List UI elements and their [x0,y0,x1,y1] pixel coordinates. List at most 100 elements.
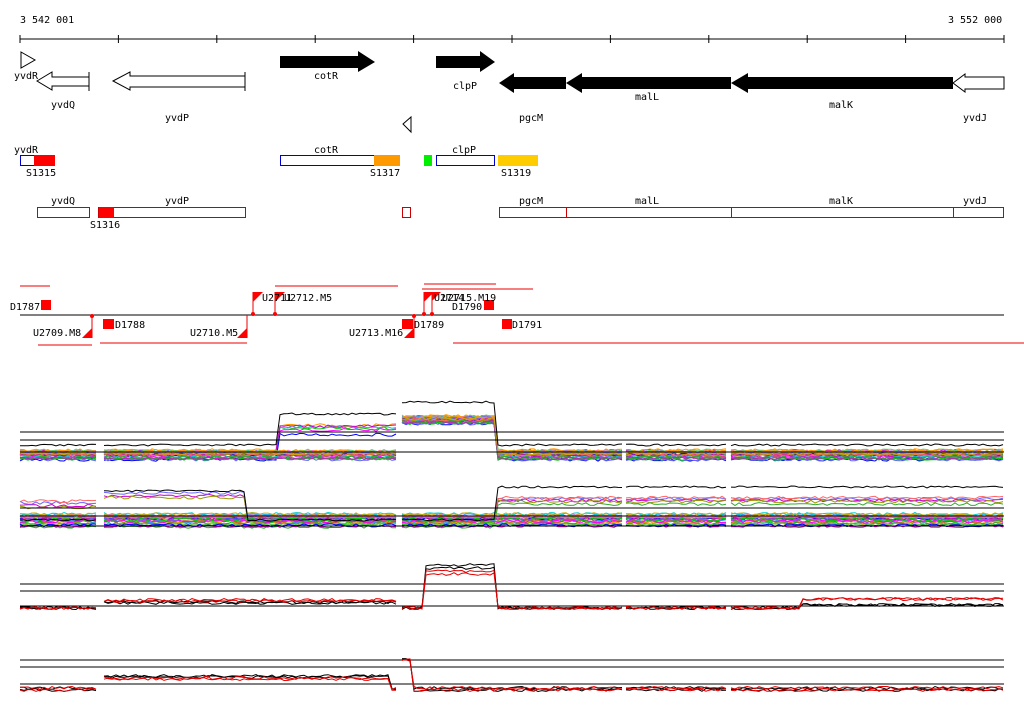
expression-profile [19,415,1004,454]
transcript-label-U2709: U2709.M8 [33,328,81,339]
expression-profile [19,512,1004,517]
box-pgcM[interactable] [499,207,567,218]
feature-label-S1317: S1317 [370,168,400,179]
expression-profile [19,417,1004,457]
box-label-pgcM: pgcM [519,196,543,207]
transcript-label-U2715: U2715.M19 [442,293,496,304]
box-yvdP[interactable] [98,207,246,218]
gene-label-malK: malK [829,100,853,111]
expression-profile [19,414,1004,453]
forward-annotation-track: yvdR cotR clpP S1315 S1317 S1319 [14,145,538,179]
transcript-label-U2714: U2714 [434,293,464,304]
expression-profile [19,658,1004,693]
gene-arrow-yvdR[interactable] [20,51,37,69]
expression-profile [19,659,1004,691]
expression-profile [19,415,1004,455]
expression-profile [19,414,1004,454]
gene-track: cotR clpP yvdR yvdQ yvdP pgcM malL malK … [14,51,1005,134]
gene-arrow-yvdQ[interactable] [36,71,90,91]
gene-arrow-pgcM[interactable] [499,73,566,93]
marker-U2712[interactable] [275,292,285,302]
gene-label-yvdP: yvdP [165,113,189,124]
start-coordinate: 3 542 001 [20,15,74,26]
gene-label-clpP: clpP [453,81,477,92]
gene-arrow-malL[interactable] [566,73,731,93]
gene-label-yvdJ: yvdJ [963,113,987,124]
expression-profile [20,485,1004,522]
coordinate-ruler: 3 542 001 3 552 000 [19,15,1005,43]
marker-U2711[interactable] [253,292,263,302]
marker-D1791[interactable] [502,319,512,329]
feature-label-S1319: S1319 [501,168,531,179]
gene-label-pgcM: pgcM [519,113,543,124]
marker-D1787[interactable] [41,300,51,310]
expression-profile [19,416,1004,455]
expression-panel-4 [19,658,1004,693]
gene-label-yvdR: yvdR [14,71,39,82]
marker-U2709[interactable] [82,328,92,338]
transcript-label-D1790: D1790 [452,302,482,313]
feature-label-S1315: S1315 [26,168,56,179]
marker-U2710[interactable] [237,328,247,338]
gene-arrow-clpP[interactable] [436,51,495,72]
ruler-ticks [19,35,1005,43]
feature-S1317[interactable] [374,155,400,166]
gene-arrow-yvdJ[interactable] [952,73,1005,93]
transcript-label-U2712: U2712.M5 [284,293,332,304]
box-label-yvdP: yvdP [165,196,189,207]
transcript-track: D1787 U2711 U2712.M5 U2714 U2715.M19 D17… [10,283,1024,346]
expression-profile [20,519,1004,524]
gene-arrow-cotR[interactable] [280,51,375,72]
feature-S1319[interactable] [498,155,538,166]
expression-profile [19,414,1004,453]
marker-U2714[interactable] [424,292,434,302]
small-reverse-marker [402,115,412,134]
transcript-label-D1789: D1789 [414,320,444,331]
reverse-annotation-track: yvdQ yvdP pgcM malL malK yvdJ S1316 [37,196,1004,231]
gene-label-malL: malL [635,92,659,103]
gene-arrow-yvdP[interactable] [111,71,246,91]
expression-profile [19,420,1004,461]
box-malL[interactable] [566,207,732,218]
marker-D1788[interactable] [103,319,114,329]
feature-S1316[interactable] [99,207,114,218]
transcript-label-U2711: U2711 [262,293,292,304]
transcript-label-D1788: D1788 [115,320,145,331]
marker-D1789[interactable] [402,319,413,329]
box-label-yvdQ: yvdQ [51,196,75,207]
expression-profile [19,566,1004,611]
expression-profile [19,572,1004,610]
gene-label-yvdQ: yvdQ [51,100,75,111]
box-clpP[interactable] [436,155,495,166]
expression-profile [19,400,1004,447]
marker-U2715[interactable] [432,292,441,301]
end-coordinate: 3 552 000 [948,15,1002,26]
expression-profile [19,522,1004,527]
expression-profile [19,415,1004,454]
expression-profile [19,569,1004,611]
box-label-clpP: clpP [452,145,476,156]
expression-profile [19,517,1004,522]
feature-S1315[interactable] [34,155,55,166]
feature-green[interactable] [424,155,432,166]
expression-panel-1 [19,400,1004,462]
box-yvdQ[interactable] [37,207,90,218]
marker-U2713[interactable] [404,328,414,338]
box-small[interactable] [402,207,411,218]
expression-profile [19,415,1004,454]
expression-profile [20,415,1004,454]
gene-label-cotR: cotR [314,71,339,82]
box-malK[interactable] [731,207,954,218]
expression-profile [19,563,1004,611]
expression-profile [19,658,1004,693]
gene-arrow-malK[interactable] [731,73,953,93]
transcript-label-U2710: U2710.M5 [190,328,238,339]
expression-panel-2 [19,485,1004,529]
box-yvdJ[interactable] [953,207,1004,218]
box-label-yvdR: yvdR [14,145,39,156]
marker-D1790[interactable] [484,300,494,310]
transcript-label-D1791: D1791 [512,320,542,331]
box-label-malK: malK [829,196,853,207]
expression-profile [20,658,1003,691]
